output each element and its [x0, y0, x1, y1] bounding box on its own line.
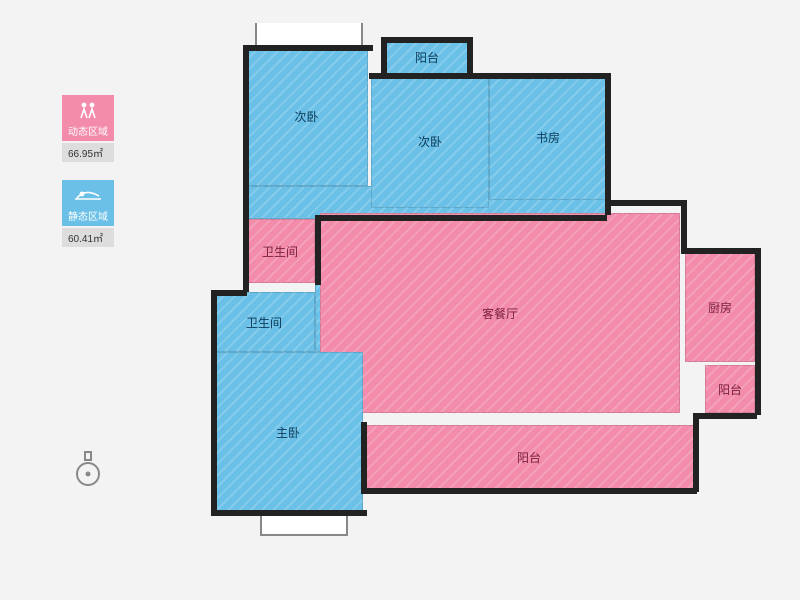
- wall-segment: [605, 73, 611, 203]
- room-balcony_bottom: 阳台: [363, 425, 695, 490]
- legend-static: 静态区域: [62, 180, 114, 226]
- floorplan-canvas: 动态区域 66.95㎡ 静态区域 60.41㎡ 阳台次卧次卧书房卫生间卫生间客餐…: [0, 0, 800, 600]
- room-label: 次卧: [418, 133, 442, 150]
- room-kitchen: 厨房: [685, 252, 755, 362]
- wall-segment: [315, 215, 607, 221]
- room-label: 次卧: [294, 108, 318, 125]
- room-label: 阳台: [718, 381, 742, 398]
- wall-segment: [467, 37, 473, 77]
- wall-segment: [243, 218, 249, 292]
- wall-segment: [361, 422, 367, 492]
- room-balcony_right: 阳台: [705, 365, 755, 413]
- room-sec_bed_left: 次卧: [245, 47, 368, 186]
- room-label: 阳台: [415, 49, 439, 66]
- wall-segment: [211, 510, 367, 516]
- wall-segment: [211, 290, 247, 296]
- room-label: 卫生间: [262, 243, 298, 260]
- room-label: 主卧: [276, 424, 300, 441]
- room-bath_top: 卫生间: [245, 219, 315, 283]
- room-label: 阳台: [517, 449, 541, 466]
- legend-dynamic-label: 动态区域: [68, 123, 108, 138]
- legend-static-label: 静态区域: [68, 208, 108, 223]
- wall-segment: [381, 37, 473, 43]
- legend-dynamic-value: 66.95㎡: [62, 143, 114, 162]
- room-label: 卫生间: [246, 314, 282, 331]
- people-icon: [77, 101, 99, 122]
- wall-segment: [243, 45, 249, 220]
- room-sec_bed_mid: 次卧: [371, 75, 489, 208]
- room-bath_low: 卫生间: [213, 292, 315, 352]
- room-living: 客餐厅: [320, 213, 680, 413]
- compass-icon: [72, 450, 104, 488]
- wall-segment: [693, 413, 757, 419]
- wall-segment: [693, 413, 699, 492]
- sleep-icon: [75, 186, 101, 205]
- room-label: 厨房: [708, 299, 732, 316]
- room-balcony_top: 阳台: [383, 39, 471, 75]
- legend-static-value: 60.41㎡: [62, 228, 114, 247]
- balcony-rail-top_left: [255, 23, 363, 47]
- room-study: 书房: [489, 75, 607, 200]
- wall-segment: [381, 37, 387, 77]
- wall-segment: [681, 248, 759, 254]
- wall-segment: [681, 200, 687, 252]
- wall-segment: [315, 215, 321, 285]
- wall-segment: [369, 73, 609, 79]
- wall-segment: [755, 248, 761, 415]
- legend-dynamic: 动态区域: [62, 95, 114, 141]
- room-label: 客餐厅: [482, 305, 518, 322]
- room-label: 书房: [536, 129, 560, 146]
- wall-segment: [211, 290, 217, 514]
- room-master_bed: 主卧: [213, 352, 363, 512]
- legend: 动态区域 66.95㎡ 静态区域 60.41㎡: [62, 95, 126, 247]
- wall-segment: [605, 200, 683, 206]
- wall-segment: [243, 45, 373, 51]
- wall-segment: [361, 488, 697, 494]
